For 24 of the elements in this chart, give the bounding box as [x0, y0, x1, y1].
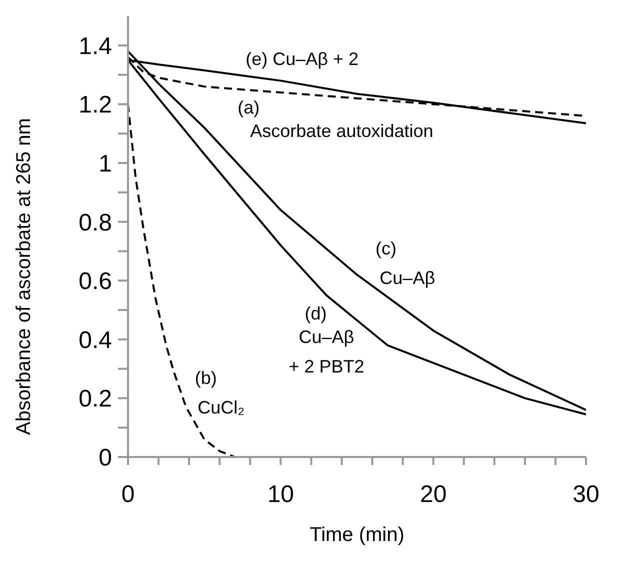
- y-tick-label: 1.4: [78, 32, 112, 60]
- annotation: Cu–Aβ: [298, 326, 354, 347]
- x-tick-label: 10: [267, 481, 294, 508]
- annotation: + 2 PBT2: [288, 356, 364, 376]
- annotation: Cu–Aβ: [380, 268, 436, 288]
- y-tick-label: 0.6: [78, 268, 112, 296]
- annotation: Ascorbate autoxidation: [250, 121, 434, 142]
- annotation: (a): [238, 98, 260, 118]
- y-tick-label: 1.2: [78, 92, 112, 119]
- y-tick-label: 0.4: [78, 326, 112, 354]
- y-tick-label: 0.8: [78, 209, 112, 236]
- annotation: (c): [376, 238, 397, 259]
- annotation: CuCl₂: [198, 397, 245, 418]
- x-axis-title: Time (min): [310, 524, 404, 546]
- x-tick-label: 20: [420, 481, 447, 508]
- y-tick-label: 0.2: [78, 386, 112, 413]
- annotation: (d): [304, 303, 327, 324]
- y-tick-label: 0: [98, 444, 112, 472]
- y-tick-label: 1: [98, 150, 112, 178]
- y-axis-title: Absorbance of ascorbate at 265 nm: [13, 118, 35, 435]
- annotation: (e) Cu–Aβ + 2: [246, 49, 358, 70]
- annotation: (b): [194, 368, 217, 388]
- x-tick-label: 0: [121, 481, 135, 508]
- x-tick-label: 30: [572, 481, 600, 508]
